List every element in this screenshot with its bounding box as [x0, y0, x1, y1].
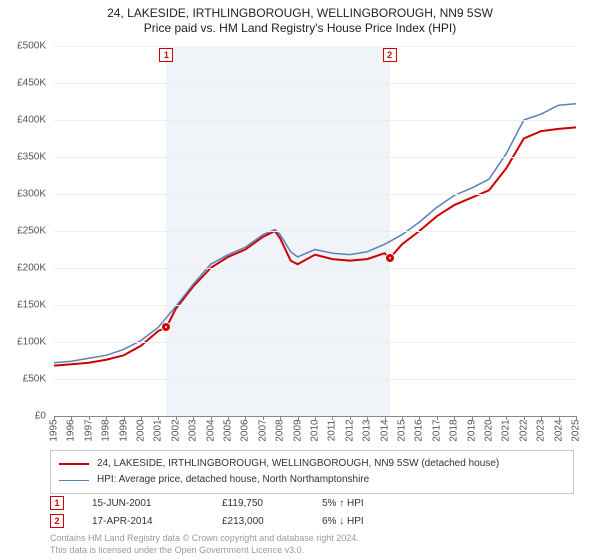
- gridline: [54, 379, 576, 380]
- x-axis-label: 1999: [118, 419, 129, 441]
- y-axis-label: £350K: [17, 152, 46, 163]
- x-axis-label: 2021: [501, 419, 512, 441]
- chart-marker-dot: [386, 254, 394, 262]
- x-axis-label: 2023: [536, 419, 547, 441]
- x-axis-label: 2006: [240, 419, 251, 441]
- x-axis-label: 1997: [83, 419, 94, 441]
- x-axis-label: 2019: [466, 419, 477, 441]
- x-axis-label: 2005: [223, 419, 234, 441]
- x-axis-label: 2001: [153, 419, 164, 441]
- x-axis-label: 2018: [449, 419, 460, 441]
- transaction-hpi-diff: 5% ↑ HPI: [322, 498, 422, 509]
- legend-item: HPI: Average price, detached house, Nort…: [59, 472, 565, 488]
- legend: 24, LAKESIDE, IRTHLINGBOROUGH, WELLINGBO…: [50, 450, 574, 494]
- x-axis-label: 2025: [571, 419, 582, 441]
- y-axis-label: £100K: [17, 337, 46, 348]
- y-axis-label: £450K: [17, 78, 46, 89]
- x-axis-label: 2020: [484, 419, 495, 441]
- y-axis-label: £300K: [17, 189, 46, 200]
- x-axis-label: 2022: [518, 419, 529, 441]
- x-axis-label: 2007: [257, 419, 268, 441]
- footnote-line: Contains HM Land Registry data © Crown c…: [50, 532, 359, 544]
- gridline: [54, 268, 576, 269]
- x-axis-label: 2000: [136, 419, 147, 441]
- gridline: [54, 46, 576, 47]
- gridline: [54, 194, 576, 195]
- y-axis-label: £50K: [23, 374, 46, 385]
- x-axis-label: 1998: [101, 419, 112, 441]
- transaction-hpi-diff: 6% ↓ HPI: [322, 516, 422, 527]
- legend-swatch-hpi: [59, 480, 89, 481]
- gridline: [54, 342, 576, 343]
- x-axis-label: 1996: [66, 419, 77, 441]
- x-axis-label: 2014: [379, 419, 390, 441]
- chart-marker-dot: [162, 323, 170, 331]
- x-axis-label: 2012: [344, 419, 355, 441]
- x-axis-label: 2008: [275, 419, 286, 441]
- x-axis-label: 2009: [292, 419, 303, 441]
- x-axis-label: 1995: [49, 419, 60, 441]
- gridline: [54, 120, 576, 121]
- transaction-date: 15-JUN-2001: [92, 498, 222, 509]
- transaction-price: £213,000: [222, 516, 322, 527]
- gridline: [54, 83, 576, 84]
- marker-badge: 2: [50, 514, 64, 528]
- price-chart: £0£50K£100K£150K£200K£250K£300K£350K£400…: [54, 46, 576, 417]
- x-axis-label: 2024: [553, 419, 564, 441]
- x-axis-label: 2003: [188, 419, 199, 441]
- y-axis-label: £200K: [17, 263, 46, 274]
- title-address: 24, LAKESIDE, IRTHLINGBOROUGH, WELLINGBO…: [0, 6, 600, 20]
- gridline: [54, 231, 576, 232]
- chart-marker-box: 1: [159, 48, 173, 62]
- chart-marker-box: 2: [383, 48, 397, 62]
- table-row: 1 15-JUN-2001 £119,750 5% ↑ HPI: [50, 494, 422, 512]
- footnote: Contains HM Land Registry data © Crown c…: [50, 532, 359, 556]
- x-axis-label: 2011: [327, 420, 338, 442]
- transaction-table: 1 15-JUN-2001 £119,750 5% ↑ HPI 2 17-APR…: [50, 494, 422, 530]
- x-axis-label: 2010: [310, 419, 321, 441]
- series-price_paid: [54, 127, 576, 365]
- x-axis-label: 2017: [431, 419, 442, 441]
- x-axis-label: 2015: [397, 419, 408, 441]
- footnote-line: This data is licensed under the Open Gov…: [50, 544, 359, 556]
- table-row: 2 17-APR-2014 £213,000 6% ↓ HPI: [50, 512, 422, 530]
- x-axis-label: 2016: [414, 419, 425, 441]
- y-axis-label: £250K: [17, 226, 46, 237]
- legend-item: 24, LAKESIDE, IRTHLINGBOROUGH, WELLINGBO…: [59, 456, 565, 472]
- x-axis-label: 2013: [362, 419, 373, 441]
- legend-label: HPI: Average price, detached house, Nort…: [97, 472, 369, 488]
- y-axis-label: £400K: [17, 115, 46, 126]
- legend-swatch-price: [59, 463, 89, 465]
- title-subtitle: Price paid vs. HM Land Registry's House …: [0, 21, 600, 35]
- gridline: [54, 305, 576, 306]
- y-axis-label: £0: [35, 411, 46, 422]
- marker-badge: 1: [50, 496, 64, 510]
- y-axis-label: £500K: [17, 41, 46, 52]
- transaction-date: 17-APR-2014: [92, 516, 222, 527]
- transaction-price: £119,750: [222, 498, 322, 509]
- y-axis-label: £150K: [17, 300, 46, 311]
- x-axis-label: 2004: [205, 419, 216, 441]
- gridline: [54, 157, 576, 158]
- x-axis-label: 2002: [170, 419, 181, 441]
- legend-label: 24, LAKESIDE, IRTHLINGBOROUGH, WELLINGBO…: [97, 456, 499, 472]
- series-hpi: [54, 104, 576, 363]
